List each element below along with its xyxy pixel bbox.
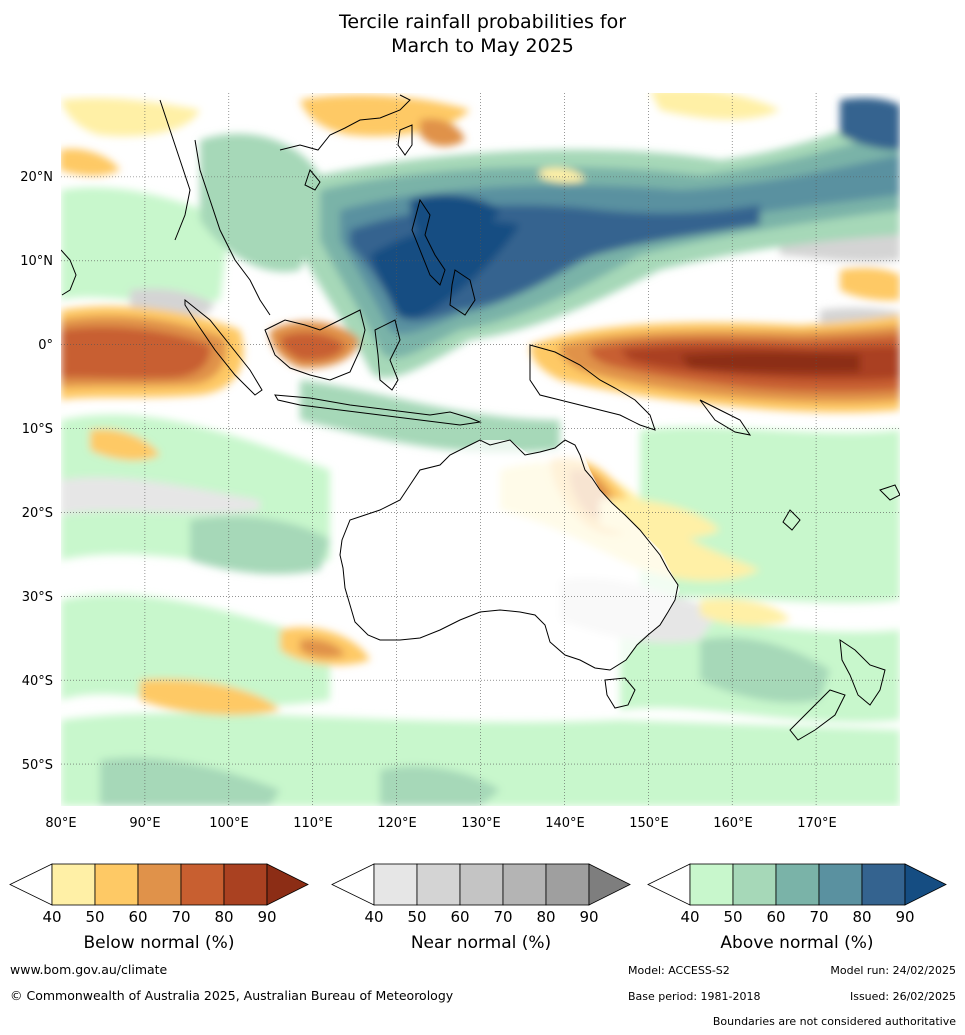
- lon-label-150e: 150°E: [629, 816, 669, 831]
- map-gridlines: [61, 93, 900, 806]
- colorbar-segment: [51, 863, 96, 906]
- lat-label-40s: 40°S: [22, 674, 53, 689]
- lat-label-10s: 10°S: [22, 422, 53, 437]
- colorbar-title: Below normal (%): [84, 933, 235, 953]
- colorbar-segment: [732, 863, 777, 906]
- colorbar-above-normal: 40 50 60 70 80 90 Above normal (%): [647, 863, 947, 953]
- lon-label-110e: 110°E: [293, 816, 333, 831]
- colorbar-extension-high: [904, 863, 947, 906]
- map-title-line-2: March to May 2025: [391, 35, 574, 57]
- website-url: www.bom.gov.au/climate: [10, 962, 168, 977]
- colorbar-tick-label: 90: [895, 908, 914, 926]
- map-title-line-1: Tercile rainfall probabilities for: [338, 11, 627, 33]
- colorbar-segment: [502, 863, 547, 906]
- axis-labels: 80°E 90°E 100°E 110°E 120°E 130°E 140°E …: [20, 170, 837, 831]
- boundaries-disclaimer: Boundaries are not considered authoritat…: [712, 1015, 956, 1028]
- colorbar-tick-label: 50: [723, 908, 742, 926]
- colorbar-tick-label: 90: [579, 908, 598, 926]
- lon-label-90e: 90°E: [129, 816, 160, 831]
- colorbar-segment: [180, 863, 225, 906]
- probability-fields: [61, 93, 900, 806]
- colorbar-tick-label: 60: [450, 908, 469, 926]
- lon-label-170e: 170°E: [797, 816, 837, 831]
- colorbar-tick-label: 40: [42, 908, 61, 926]
- colorbar-segment: [223, 863, 268, 906]
- rainfall-probability-map: [61, 93, 900, 806]
- colorbar-segment: [373, 863, 418, 906]
- coastlines: [61, 94, 900, 741]
- colorbar-extension-low: [647, 863, 691, 906]
- colorbar-segment: [775, 863, 820, 906]
- colorbar-segment: [689, 863, 734, 906]
- colorbar-tick-label: 50: [407, 908, 426, 926]
- colorbar-segment: [818, 863, 863, 906]
- colorbar-below-normal: 40 50 60 70 80 90 Below normal (%): [9, 863, 309, 953]
- colorbar-tick-label: 80: [214, 908, 233, 926]
- lon-label-100e: 100°E: [209, 816, 249, 831]
- colorbar-tick-label: 60: [766, 908, 785, 926]
- colorbar-tick-label: 60: [128, 908, 147, 926]
- model-run-date: Model run: 24/02/2025: [830, 964, 956, 977]
- colorbar-segment: [137, 863, 182, 906]
- australia-landmass: [340, 440, 680, 670]
- base-period: Base period: 1981-2018: [628, 990, 761, 1003]
- copyright-notice: © Commonwealth of Australia 2025, Austra…: [10, 988, 454, 1003]
- lat-label-30s: 30°S: [22, 590, 53, 605]
- colorbar-segment: [545, 863, 590, 906]
- lon-label-80e: 80°E: [45, 816, 76, 831]
- lat-label-50s: 50°S: [22, 758, 53, 773]
- colorbar-segment: [459, 863, 504, 906]
- colorbar-extension-low: [9, 863, 53, 906]
- colorbar-title: Above normal (%): [720, 933, 873, 953]
- colorbar-near-normal: 40 50 60 70 80 90 Near normal (%): [331, 863, 631, 953]
- lat-label-20s: 20°S: [22, 506, 53, 521]
- colorbar-tick-label: 80: [852, 908, 871, 926]
- colorbar-extension-high: [266, 863, 309, 906]
- lat-label-10n: 10°N: [20, 254, 53, 269]
- lon-label-140e: 140°E: [545, 816, 585, 831]
- lat-label-20n: 20°N: [20, 170, 53, 185]
- colorbar-extension-low: [331, 863, 375, 906]
- colorbar-tick-label: 40: [680, 908, 699, 926]
- colorbar-extension-high: [588, 863, 631, 906]
- issued-date: Issued: 26/02/2025: [849, 990, 956, 1003]
- colorbar-tick-label: 70: [493, 908, 512, 926]
- colorbar-tick-label: 70: [171, 908, 190, 926]
- colorbar-segment: [94, 863, 139, 906]
- colorbar-tick-label: 80: [536, 908, 555, 926]
- model-name: Model: ACCESS-S2: [628, 964, 730, 977]
- lat-label-0: 0°: [38, 338, 53, 353]
- colorbar-title: Near normal (%): [411, 933, 551, 953]
- lon-label-130e: 130°E: [461, 816, 501, 831]
- colorbar-segment: [416, 863, 461, 906]
- lon-label-160e: 160°E: [713, 816, 753, 831]
- colorbar-tick-label: 90: [257, 908, 276, 926]
- colorbar-tick-label: 70: [809, 908, 828, 926]
- colorbar-tick-label: 50: [85, 908, 104, 926]
- colorbar-segment: [861, 863, 906, 906]
- colorbar-tick-label: 40: [364, 908, 383, 926]
- lon-label-120e: 120°E: [377, 816, 417, 831]
